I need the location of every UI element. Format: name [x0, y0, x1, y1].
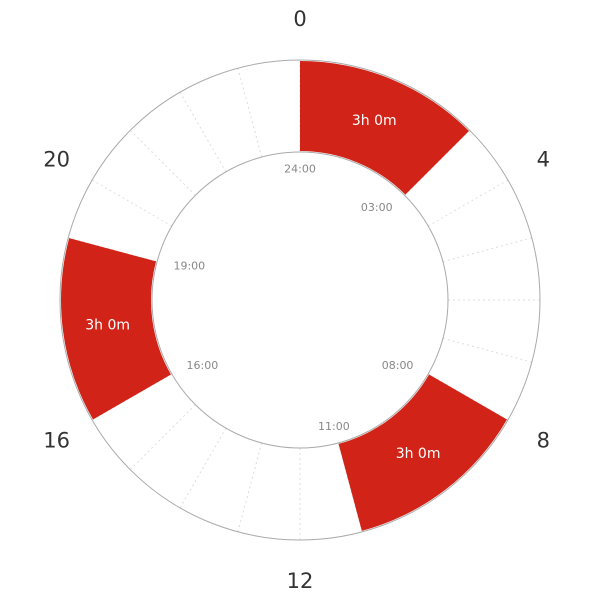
grid-spoke [427, 179, 509, 227]
ring-layer [59, 59, 541, 541]
segment-start-time-label: 24:00 [284, 163, 316, 176]
segment-end-time-label: 03:00 [361, 201, 393, 214]
hour-tick-label: 16 [43, 429, 70, 453]
outer-ring [59, 59, 541, 541]
hour-tick-label: 8 [537, 429, 550, 453]
segment-end-time-label: 11:00 [318, 420, 350, 433]
hour-tick-label: 20 [43, 148, 70, 172]
grid-spoke [179, 427, 227, 509]
grid-spoke [237, 68, 263, 158]
time-label-layer: 24:00 03:00 08:00 11:00 16:00 19:00 [173, 163, 413, 434]
grid-spoke [179, 91, 227, 173]
segment-layer [60, 61, 507, 531]
hour-tick-label: 12 [287, 569, 314, 593]
hour-tick-label: 0 [293, 7, 306, 31]
segment-start-time-label: 08:00 [382, 359, 414, 372]
segment-end-time-label: 19:00 [173, 260, 205, 273]
grid-spoke [129, 404, 196, 471]
grid-spoke [237, 442, 263, 532]
hour-label-layer: 0 4 8 12 16 20 [43, 7, 550, 593]
grid-spoke [129, 129, 196, 196]
duration-label-layer: 3h 0m 3h 0m 3h 0m [85, 113, 440, 462]
grid-spoke [442, 337, 532, 363]
segment-start-time-label: 16:00 [187, 359, 219, 372]
activity-segment [300, 61, 469, 195]
duration-label: 3h 0m [352, 113, 397, 129]
duration-label: 3h 0m [396, 446, 441, 462]
duration-label: 3h 0m [85, 317, 130, 333]
grid-spoke [91, 179, 173, 227]
inner-ring [151, 151, 449, 449]
activity-segment [338, 374, 507, 531]
hour-tick-label: 4 [537, 148, 550, 172]
activity-segment [60, 238, 171, 420]
grid-spoke [442, 237, 532, 263]
